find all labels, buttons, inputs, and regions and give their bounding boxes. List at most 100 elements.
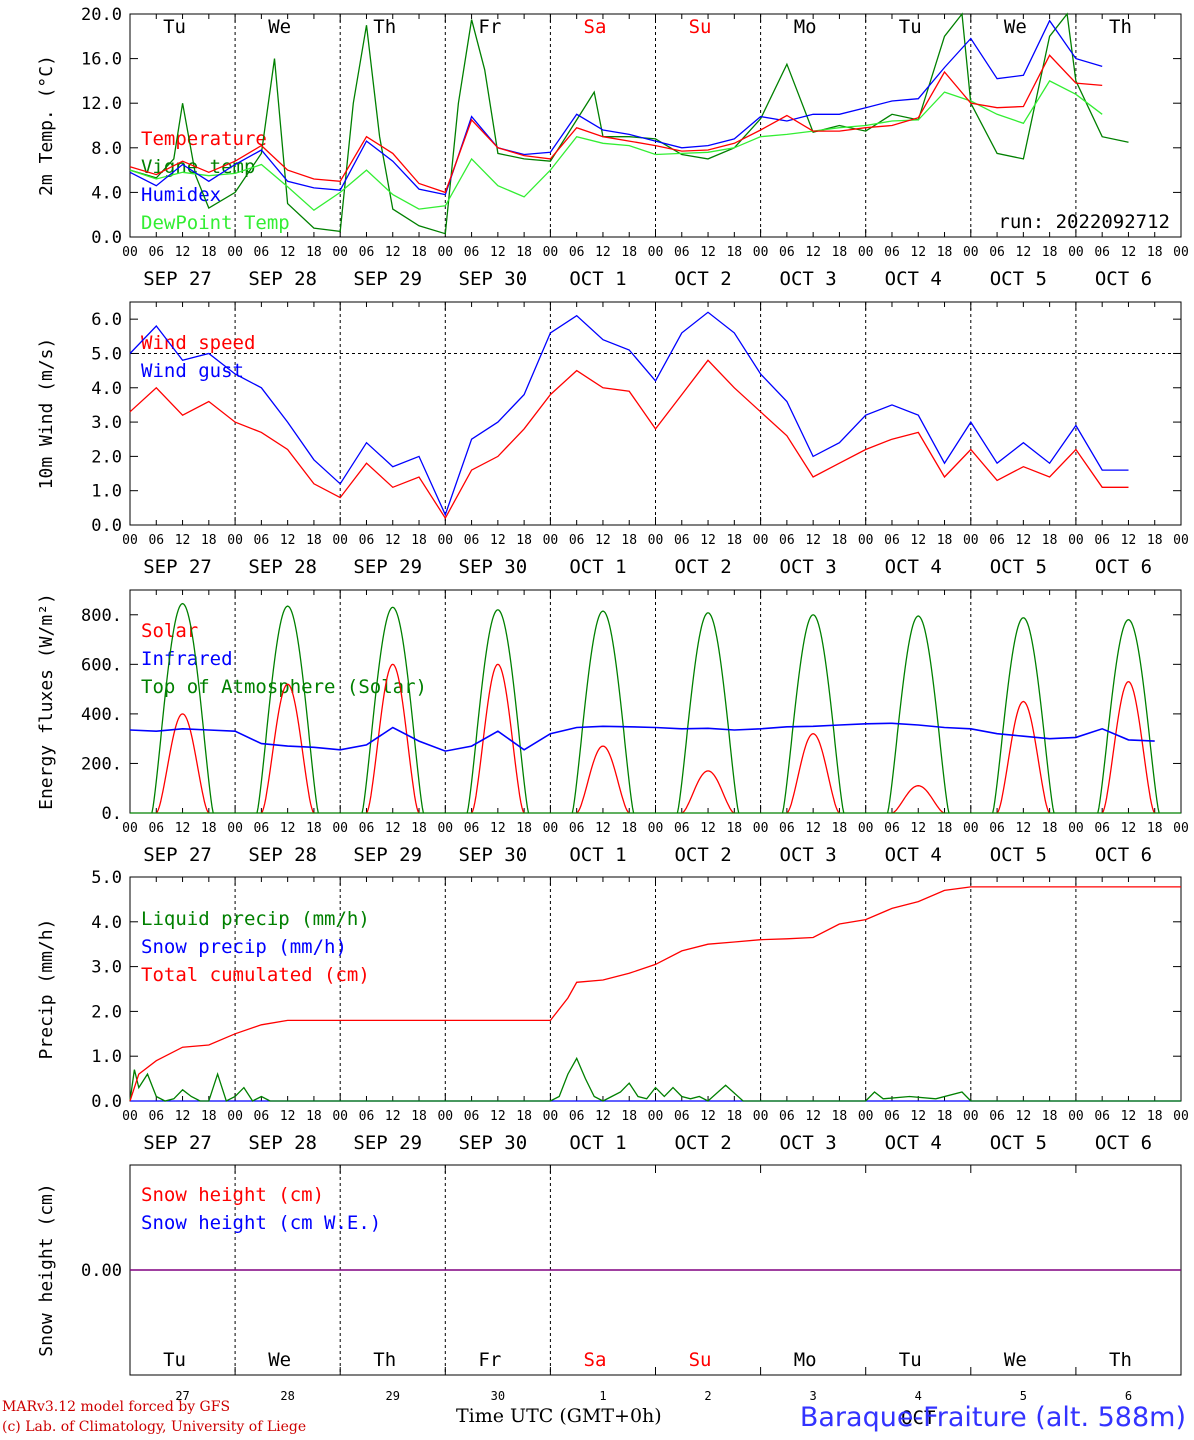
hour-tick-label: 00 (1173, 245, 1189, 260)
date-label: OCT 1 (569, 844, 626, 866)
hour-tick-label: 12 (385, 821, 401, 836)
series-line (129, 311, 1129, 517)
hour-tick-label: 12 (490, 533, 506, 548)
weekday-label: We (1004, 16, 1027, 38)
hour-tick-label: 18 (201, 533, 217, 548)
hour-tick-label: 00 (122, 821, 138, 836)
hour-tick-label: 18 (411, 821, 427, 836)
hour-tick-label: 06 (359, 1109, 375, 1124)
hour-tick-label: 00 (437, 821, 453, 836)
hour-tick-label: 18 (306, 1109, 322, 1124)
hour-tick-label: 06 (359, 533, 375, 548)
date-label: OCT 5 (990, 1132, 1047, 1154)
hour-tick-label: 00 (543, 245, 559, 260)
hour-tick-label: 00 (648, 1109, 664, 1124)
hour-tick-label: 00 (753, 533, 769, 548)
hour-tick-label: 12 (175, 533, 191, 548)
hour-tick-label: 00 (858, 1109, 874, 1124)
date-label: SEP 27 (143, 844, 212, 866)
hour-tick-label: 12 (805, 821, 821, 836)
y-axis-label: 2m Temp. (°C) (36, 55, 57, 196)
hour-tick-label: 18 (1042, 1109, 1058, 1124)
hour-tick-label: 12 (1121, 821, 1137, 836)
hour-tick-label: 06 (464, 1109, 480, 1124)
hour-tick-label: 18 (1147, 821, 1163, 836)
hour-tick-label: 18 (726, 821, 742, 836)
weekday-label: Mo (794, 1349, 817, 1371)
hour-tick-label: 00 (543, 533, 559, 548)
toa-solar-arc (676, 612, 740, 814)
hour-tick-label: 12 (1016, 821, 1032, 836)
hour-tick-label: 12 (490, 245, 506, 260)
date-label: OCT 4 (885, 1132, 942, 1154)
date-label: OCT 6 (1095, 268, 1152, 290)
date-label: OCT 4 (885, 268, 942, 290)
hour-tick-label: 00 (963, 821, 979, 836)
weekday-label: Fr (478, 1349, 501, 1371)
hour-tick-label: 00 (963, 1109, 979, 1124)
hour-tick-label: 00 (122, 1109, 138, 1124)
toa-solar-arc (781, 614, 845, 814)
date-label: OCT 5 (990, 556, 1047, 578)
day-number-label: 28 (280, 1389, 294, 1403)
station-title: Baraque-Fraiture (alt. 588m) (799, 1402, 1186, 1433)
weekday-label: We (268, 1349, 291, 1371)
hour-tick-label: 06 (148, 245, 164, 260)
hour-tick-label: 18 (516, 1109, 532, 1124)
series-line (129, 722, 1155, 752)
series-line (129, 359, 1129, 520)
hour-tick-label: 00 (543, 1109, 559, 1124)
date-label: OCT 3 (780, 1132, 837, 1154)
hour-tick-label: 06 (989, 245, 1005, 260)
hour-tick-label: 00 (227, 821, 243, 836)
hour-tick-label: 06 (569, 1109, 585, 1124)
hour-tick-label: 18 (1042, 533, 1058, 548)
hour-tick-label: 12 (805, 1109, 821, 1124)
hour-tick-label: 18 (1042, 245, 1058, 260)
hour-tick-label: 18 (937, 821, 953, 836)
toa-solar-arc (256, 605, 319, 814)
hour-tick-label: 18 (726, 533, 742, 548)
hour-tick-label: 12 (280, 245, 296, 260)
y-tick-label: 1.0 (91, 482, 122, 502)
date-label: OCT 2 (674, 268, 731, 290)
weekday-label: Tu (899, 1349, 922, 1371)
hour-tick-label: 12 (175, 821, 191, 836)
legend-entry: Snow precip (mm/h) (141, 936, 347, 958)
weekday-label: Fr (478, 16, 501, 38)
hour-tick-label: 06 (569, 533, 585, 548)
y-tick-label: 20.0 (81, 5, 122, 25)
series-line (129, 54, 1103, 194)
day-number-label: 6 (1125, 1389, 1132, 1403)
date-label: OCT 1 (569, 556, 626, 578)
hour-tick-label: 12 (385, 245, 401, 260)
hour-tick-label: 12 (175, 1109, 191, 1124)
toa-solar-arc (361, 606, 425, 814)
panel-frame (129, 301, 1182, 526)
hour-tick-label: 00 (122, 533, 138, 548)
hour-tick-label: 06 (1094, 1109, 1110, 1124)
series-line (129, 80, 1103, 212)
hour-tick-label: 00 (963, 533, 979, 548)
day-number-label: 5 (1020, 1389, 1027, 1403)
y-tick-label: 12.0 (81, 94, 122, 114)
hour-tick-label: 12 (595, 1109, 611, 1124)
hour-tick-label: 00 (122, 245, 138, 260)
hour-tick-label: 18 (621, 533, 637, 548)
hour-tick-label: 06 (779, 821, 795, 836)
y-tick-label: 6.0 (91, 310, 122, 330)
hour-tick-label: 06 (1094, 533, 1110, 548)
toa-solar-arc (992, 617, 1055, 814)
y-axis-label: 10m Wind (m/s) (36, 338, 57, 490)
hour-tick-label: 12 (700, 245, 716, 260)
hour-tick-label: 00 (648, 533, 664, 548)
month-label: OCT (901, 1407, 935, 1429)
hour-tick-label: 06 (989, 533, 1005, 548)
hour-tick-label: 00 (858, 821, 874, 836)
hour-tick-label: 12 (490, 821, 506, 836)
y-tick-label: 0.0 (91, 1092, 122, 1112)
y-tick-label: 2.0 (91, 447, 122, 467)
date-label: SEP 30 (459, 556, 528, 578)
date-label: SEP 28 (248, 844, 317, 866)
